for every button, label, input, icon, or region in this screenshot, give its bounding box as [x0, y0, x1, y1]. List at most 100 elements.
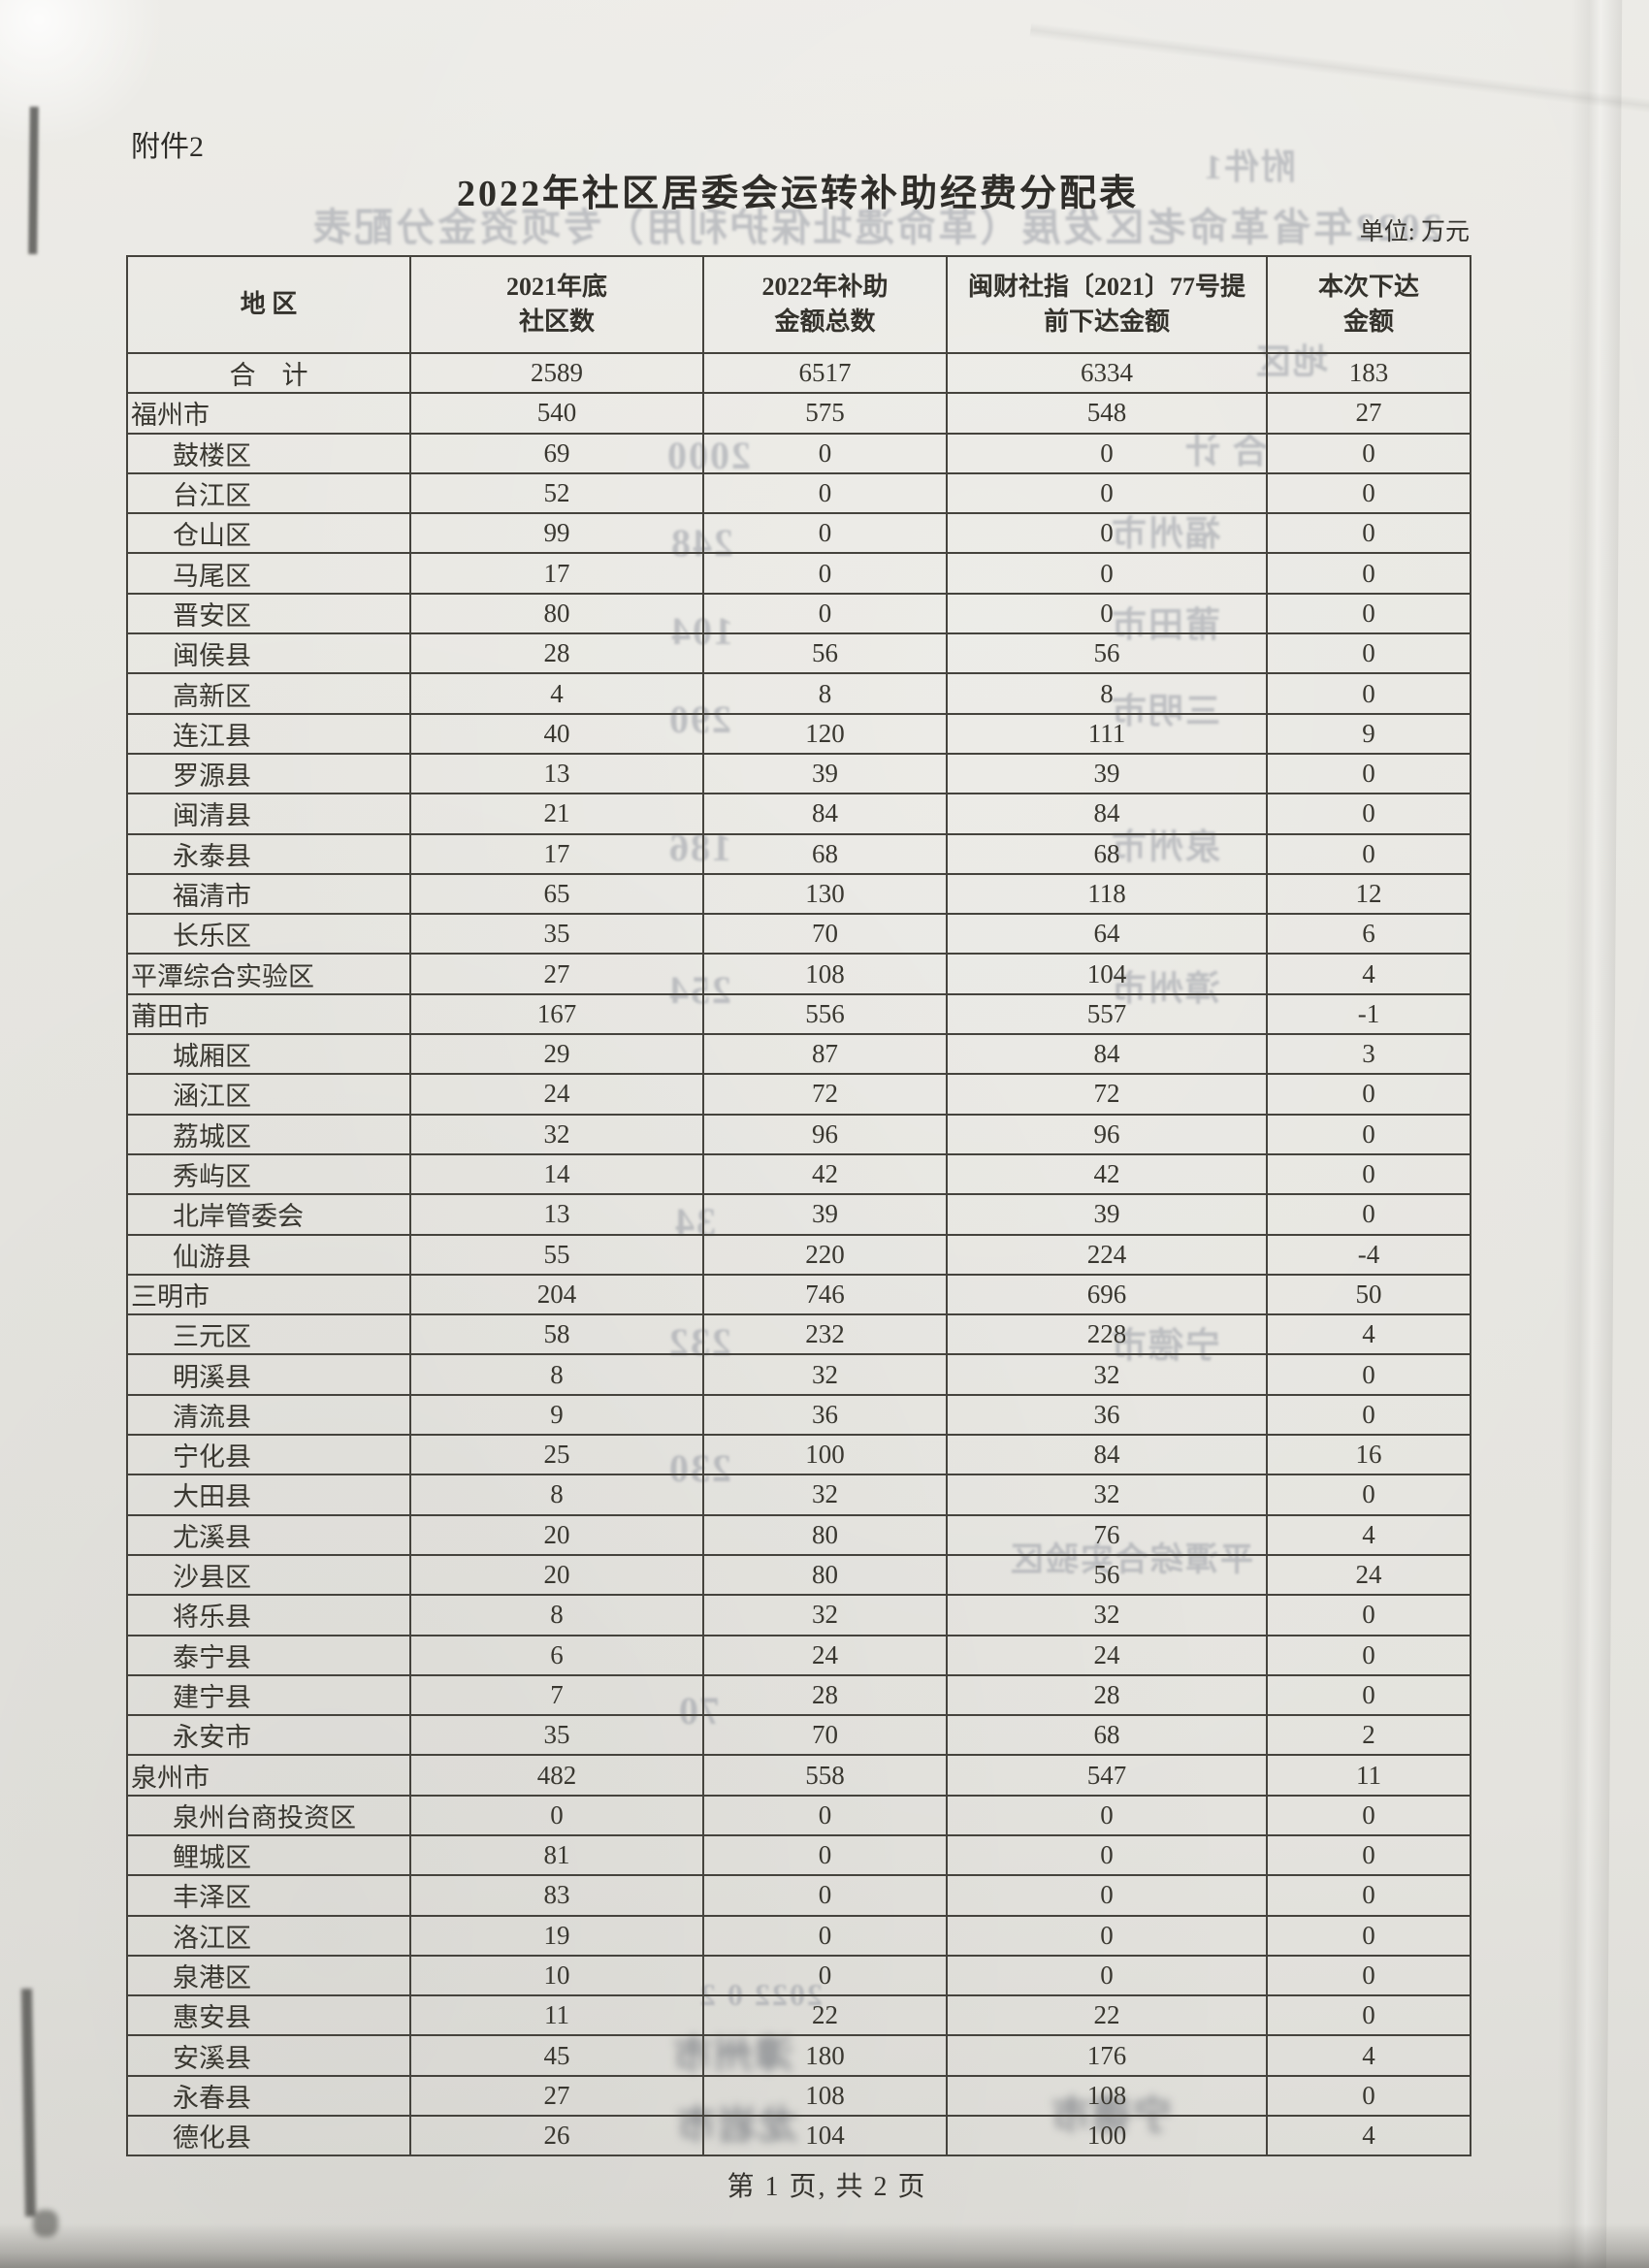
value-cell: 0: [1266, 1994, 1471, 2037]
value-cell: 575: [702, 392, 948, 435]
value-cell: 70: [702, 1714, 948, 1757]
value-cell: 83: [409, 1874, 704, 1917]
value-cell: 0: [1266, 471, 1471, 515]
value-cell: 0: [1266, 1193, 1471, 1236]
value-cell: 32: [946, 1353, 1268, 1396]
value-cell: 68: [702, 832, 948, 875]
value-cell: 29: [409, 1033, 704, 1076]
value-cell: 24: [409, 1073, 704, 1116]
value-cell: 96: [946, 1113, 1268, 1155]
value-cell: 111: [946, 712, 1268, 755]
value-cell: 27: [409, 2074, 704, 2118]
value-cell: 558: [702, 1754, 948, 1797]
table-row: 永泰县 17 68 68 0: [126, 832, 1471, 875]
region-cell: 福州市: [126, 392, 411, 435]
value-cell: 0: [1266, 1954, 1471, 1997]
value-cell: 548: [946, 392, 1268, 435]
value-cell: 0: [1266, 793, 1471, 835]
value-cell: 0: [1266, 1634, 1471, 1676]
table-row: 尤溪县 20 80 76 4: [126, 1513, 1471, 1556]
value-cell: 118: [946, 872, 1268, 916]
table-row: 仓山区 99 0 0 0: [126, 512, 1471, 555]
table-row: 仙游县 55 220 224 -4: [126, 1233, 1471, 1276]
region-cell: 闽清县: [126, 793, 411, 835]
allocation-table: 地 区 2021年底 社区数 2022年补助 金额总数 闽财社指〔2021〕77号提 …: [126, 255, 1471, 2157]
value-cell: 0: [702, 1914, 948, 1957]
table-row: 闽侯县 28 56 56 0: [126, 632, 1471, 675]
value-cell: 6: [409, 1634, 704, 1676]
table-row: 合 计 2589 6517 6334 183: [126, 351, 1471, 395]
value-cell: 52: [409, 471, 704, 515]
value-cell: 540: [409, 392, 704, 435]
value-cell: 696: [946, 1273, 1268, 1316]
value-cell: 55: [409, 1233, 704, 1276]
table-row: 莆田市 167 556 557 -1: [126, 992, 1471, 1036]
region-cell: 仓山区: [126, 512, 411, 555]
value-cell: 11: [1266, 1754, 1471, 1797]
value-cell: 0: [1266, 1353, 1471, 1396]
value-cell: -1: [1266, 992, 1471, 1036]
value-cell: 0: [1266, 1673, 1471, 1717]
value-cell: -4: [1266, 1233, 1471, 1276]
table-row: 马尾区 17 0 0 0: [126, 552, 1471, 595]
region-cell: 将乐县: [126, 1594, 411, 1636]
column-header-0: 地 区: [126, 255, 411, 354]
value-cell: 104: [702, 2115, 948, 2157]
value-cell: 12: [1266, 872, 1471, 916]
region-cell: 北岸管委会: [126, 1193, 411, 1236]
value-cell: 176: [946, 2034, 1268, 2077]
value-cell: 24: [702, 1634, 948, 1676]
table-row: 永春县 27 108 108 0: [126, 2074, 1471, 2118]
table-row: 长乐区 35 70 64 6: [126, 913, 1471, 956]
value-cell: 0: [1266, 432, 1471, 474]
value-cell: 0: [1266, 752, 1471, 795]
column-header-3: 闽财社指〔2021〕77号提 前下达金额: [946, 255, 1268, 354]
value-cell: 0: [702, 1833, 948, 1877]
value-cell: 17: [409, 552, 704, 595]
region-cell: 罗源县: [126, 752, 411, 795]
value-cell: 39: [702, 752, 948, 795]
region-cell: 永春县: [126, 2074, 411, 2118]
table-row: 平潭综合实验区 27 108 104 4: [126, 953, 1471, 995]
value-cell: 28: [946, 1673, 1268, 1717]
table-row: 德化县 26 104 100 4: [126, 2115, 1471, 2157]
value-cell: 0: [702, 432, 948, 474]
value-cell: 32: [702, 1594, 948, 1636]
value-cell: 0: [1266, 1594, 1471, 1636]
value-cell: 0: [1266, 1794, 1471, 1836]
value-cell: 20: [409, 1553, 704, 1597]
value-cell: 56: [702, 632, 948, 675]
region-cell: 莆田市: [126, 992, 411, 1036]
region-cell: 长乐区: [126, 913, 411, 956]
value-cell: 0: [702, 1794, 948, 1836]
table-row: 安溪县 45 180 176 4: [126, 2034, 1471, 2077]
value-cell: 232: [702, 1313, 948, 1356]
table-row: 鲤城区 81 0 0 0: [126, 1833, 1471, 1877]
value-cell: 27: [409, 953, 704, 995]
value-cell: 22: [702, 1994, 948, 2037]
value-cell: 4: [1266, 1313, 1471, 1356]
table-row: 荔城区 32 96 96 0: [126, 1113, 1471, 1155]
table-row: 涵江区 24 72 72 0: [126, 1073, 1471, 1116]
region-cell: 仙游县: [126, 1233, 411, 1276]
value-cell: 20: [409, 1513, 704, 1556]
value-cell: 45: [409, 2034, 704, 2077]
value-cell: 8: [409, 1594, 704, 1636]
value-cell: 42: [702, 1152, 948, 1196]
column-header-4: 本次下达 金额: [1266, 255, 1471, 354]
table-row: 台江区 52 0 0 0: [126, 471, 1471, 515]
value-cell: 2: [1266, 1714, 1471, 1757]
value-cell: 3: [1266, 1033, 1471, 1076]
value-cell: 108: [946, 2074, 1268, 2118]
region-cell: 晋安区: [126, 592, 411, 635]
region-cell: 泰宁县: [126, 1634, 411, 1676]
value-cell: 100: [946, 2115, 1268, 2157]
table-row: 泉州台商投资区 0 0 0 0: [126, 1794, 1471, 1836]
value-cell: 24: [1266, 1553, 1471, 1597]
region-cell: 大田县: [126, 1474, 411, 1516]
region-cell: 三元区: [126, 1313, 411, 1356]
value-cell: 8: [702, 672, 948, 715]
region-cell: 平潭综合实验区: [126, 953, 411, 995]
value-cell: 9: [1266, 712, 1471, 755]
